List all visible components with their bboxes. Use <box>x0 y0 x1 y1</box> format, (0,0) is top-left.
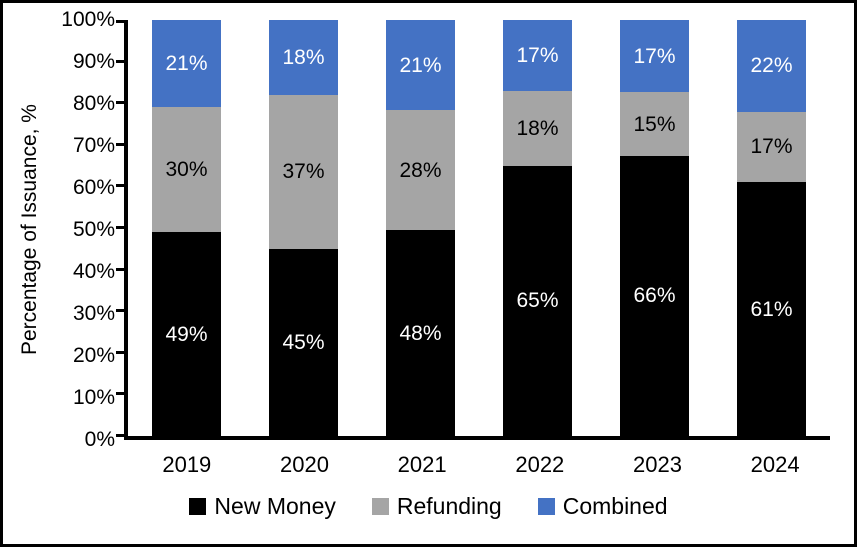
y-axis-tick <box>116 184 124 188</box>
y-axis-tick-label: 0% <box>84 428 115 451</box>
bar-segment-label: 17% <box>633 44 676 68</box>
bar-segment: 18% <box>503 90 572 166</box>
bar-2020: 45% 37% 18% <box>269 20 338 436</box>
bar-2022: 65% 18% 17% <box>503 20 572 436</box>
bar-segment: 48% <box>386 230 455 436</box>
y-axis-tick-label: 50% <box>72 218 115 241</box>
bar-segment-label: 65% <box>516 289 559 313</box>
y-axis-tick <box>116 392 124 396</box>
bar-segment-label: 15% <box>633 112 676 136</box>
bar-segment: 21% <box>151 20 221 108</box>
y-axis-tick <box>116 20 124 23</box>
x-axis-label: 2024 <box>750 452 800 477</box>
y-axis-tick-label: 90% <box>72 50 115 73</box>
bar-segment: 37% <box>269 94 338 249</box>
plot-area: 49% 30% 21% 45% 37% 18% 48% 28% 21% 65% 18% 17% 66% 1… <box>116 20 830 440</box>
x-axis-label: 2021 <box>397 452 447 477</box>
legend-item: New Money <box>189 493 336 520</box>
y-axis-tick-label: 70% <box>72 134 115 157</box>
bar-segment-label: 21% <box>399 53 442 77</box>
y-axis-tick <box>116 350 124 354</box>
x-axis-label: 2020 <box>280 452 329 477</box>
bar-2019: 49% 30% 21% <box>151 20 221 436</box>
legend-item: Refunding <box>371 493 502 520</box>
bar-segment: 61% <box>737 182 806 436</box>
legend-label: New Money <box>214 493 336 519</box>
y-axis-tick-label: 60% <box>72 176 115 199</box>
y-axis-tick <box>116 59 124 63</box>
bar-segment-label: 18% <box>516 116 559 140</box>
bar-2023: 66% 15% 17% <box>620 20 689 436</box>
bar-2021: 48% 28% 21% <box>386 20 455 436</box>
bar-segment-label: 49% <box>165 322 208 346</box>
bar-segment-label: 21% <box>165 52 208 76</box>
bar-segment-label: 17% <box>516 43 559 67</box>
bar-segment: 17% <box>737 111 806 183</box>
y-axis-tick-label: 40% <box>72 260 115 283</box>
y-axis-tick-label: 100% <box>61 8 115 31</box>
bar-segment-label: 28% <box>399 158 442 182</box>
bar-2024: 61% 17% 22% <box>737 20 806 436</box>
bar-segment-label: 48% <box>399 321 442 345</box>
bar-segment: 21% <box>386 20 455 111</box>
y-axis-tick-label: 20% <box>72 344 115 367</box>
bar-segment: 66% <box>620 155 689 436</box>
y-axis-title: Percentage of Issuance, % <box>18 104 41 356</box>
bar-segment-label: 22% <box>750 54 793 78</box>
bar-segment: 15% <box>620 92 689 156</box>
legend: New Money Refunding Combined <box>3 493 854 520</box>
bar-segment: 30% <box>151 107 221 233</box>
y-axis-tick <box>116 226 124 229</box>
legend-item: Combined <box>537 493 668 520</box>
legend-label: Combined <box>562 493 668 519</box>
bar-segment: 45% <box>269 248 338 436</box>
y-axis-tick <box>116 309 124 313</box>
bar-segment: 17% <box>620 20 689 93</box>
y-axis-tick-label: 80% <box>72 92 115 115</box>
legend-swatch-icon <box>189 498 207 515</box>
bar-segment: 18% <box>269 20 338 95</box>
bar-segment: 28% <box>386 110 455 231</box>
y-axis-tick-label: 30% <box>72 302 115 325</box>
y-axis-tick <box>116 142 124 146</box>
bar-segment-label: 17% <box>750 135 793 159</box>
x-axis-label: 2022 <box>515 452 565 477</box>
y-axis-tick <box>116 101 124 105</box>
y-axis-tick-labels: 0% 10% 20% 30% 40% 50% 60% 70% 80% 90% 100% <box>43 9 115 450</box>
legend-label: Refunding <box>396 493 502 519</box>
bar-segment: 17% <box>503 20 572 91</box>
x-axis-label: 2023 <box>633 452 682 477</box>
x-axis-label: 2019 <box>162 452 212 477</box>
bar-segment-label: 61% <box>750 297 793 321</box>
bar-segment-label: 37% <box>282 160 325 184</box>
y-axis-tick <box>116 267 124 271</box>
bar-segment-label: 66% <box>633 284 676 308</box>
bar-segment: 65% <box>503 165 572 436</box>
bar-segment: 22% <box>737 20 806 112</box>
bar-segment-label: 45% <box>282 330 325 354</box>
bar-segment-label: 18% <box>282 45 325 69</box>
y-axis-tick <box>116 434 124 437</box>
legend-swatch-icon <box>371 498 389 515</box>
legend-swatch-icon <box>537 498 555 515</box>
x-axis-labels: 2019 2020 2021 2022 2023 2024 <box>128 452 834 478</box>
bar-segment-label: 30% <box>165 158 208 182</box>
bar-segment: 49% <box>151 232 221 436</box>
y-axis-tick-label: 10% <box>72 386 115 409</box>
